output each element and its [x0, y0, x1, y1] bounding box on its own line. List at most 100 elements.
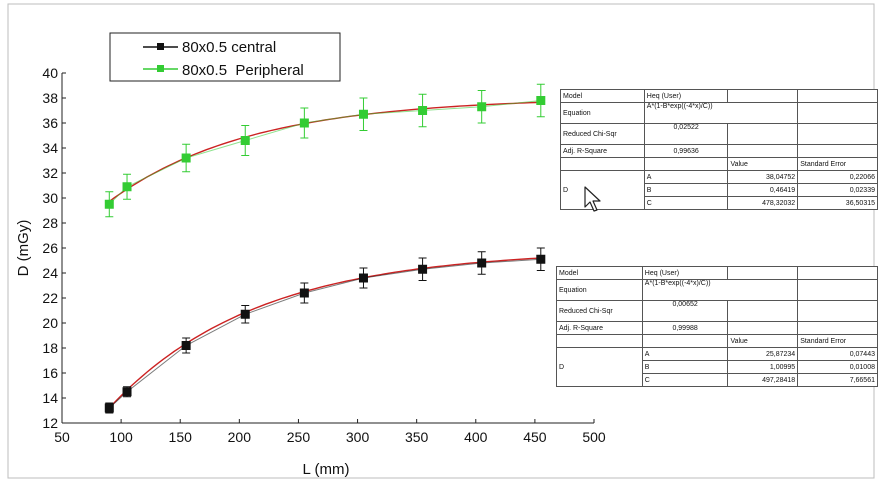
- legend-label-central: 80x0.5 central: [182, 39, 276, 56]
- param-name: A: [643, 170, 729, 184]
- y-tick-label: 34: [42, 140, 58, 156]
- group-label: D: [556, 347, 643, 387]
- r2-value: 0,99636: [643, 144, 729, 158]
- x-tick-label: 300: [346, 429, 370, 445]
- x-tick-label: 250: [287, 429, 311, 445]
- param-value: 478,32032: [727, 196, 799, 210]
- r2-value: 0,99988: [641, 321, 729, 335]
- fit-curve-0: [108, 257, 541, 409]
- param-error: 0,07443: [797, 347, 878, 361]
- data-point: [181, 153, 191, 163]
- value-header: Value: [727, 334, 799, 348]
- param-error: 36,50315: [797, 196, 878, 210]
- x-tick-label: 400: [464, 429, 488, 445]
- fit-table-peripheral: Model Heq (User) Equation A*(1-B*exp((-4…: [560, 89, 878, 210]
- data-marks: [104, 83, 546, 414]
- x-tick-label: 450: [523, 429, 547, 445]
- y-tick-label: 22: [42, 290, 58, 306]
- chi-value: 0,02522: [643, 123, 729, 145]
- data-point: [358, 109, 368, 119]
- y-tick-label: 30: [42, 190, 58, 206]
- model-value: Heq (User): [641, 266, 729, 280]
- y-tick-label: 38: [42, 90, 58, 106]
- model-label: Model: [560, 89, 645, 103]
- data-point: [122, 387, 132, 397]
- param-error: 0,01008: [797, 360, 878, 374]
- param-name: C: [641, 373, 729, 387]
- mouse-cursor-icon: [584, 186, 601, 212]
- series-line-0: [108, 258, 541, 409]
- x-tick-label: 500: [582, 429, 606, 445]
- data-point: [536, 96, 546, 105]
- x-tick-label: 50: [54, 429, 70, 445]
- data-point: [536, 254, 546, 264]
- fit-curves: [108, 100, 541, 409]
- y-tick-label: 28: [42, 215, 58, 231]
- data-point: [418, 264, 428, 274]
- error-header: Standard Error: [797, 334, 878, 348]
- data-point: [181, 341, 191, 350]
- param-name: C: [643, 196, 729, 210]
- equation-value: A*(1-B*exp((-4*x)/C)): [641, 279, 799, 301]
- data-point: [418, 106, 428, 115]
- y-tick-label: 26: [42, 240, 58, 256]
- param-error: 0,22066: [797, 170, 878, 184]
- data-point: [240, 309, 250, 319]
- legend-box: [109, 32, 341, 82]
- y-tick-label: 32: [42, 165, 58, 181]
- param-value: 497,28418: [727, 373, 799, 387]
- x-tick-label: 200: [228, 429, 252, 445]
- y-tick-label: 20: [42, 315, 58, 331]
- model-label: Model: [556, 266, 643, 280]
- equation-label: Equation: [560, 102, 645, 124]
- param-value: 1,00995: [727, 360, 799, 374]
- series-line-1: [108, 100, 541, 205]
- y-tick-label: 16: [42, 365, 58, 381]
- y-tick-label: 12: [42, 415, 58, 431]
- x-tick-label: 100: [109, 429, 133, 445]
- param-name: A: [641, 347, 729, 361]
- frame-border: [7, 3, 875, 479]
- group-label: D: [560, 170, 645, 210]
- legend: 80x0.5 central 80x0.5 Peripheral: [109, 32, 341, 82]
- error-header: Standard Error: [797, 157, 878, 171]
- chi-label: Reduced Chi-Sqr: [556, 300, 643, 322]
- param-value: 0,46419: [727, 183, 799, 197]
- param-value: 38,04752: [727, 170, 799, 184]
- legend-label-peripheral: 80x0.5 Peripheral: [182, 62, 304, 79]
- data-point: [477, 102, 487, 112]
- equation-value: A*(1-B*exp((-4*x)/C)): [643, 102, 799, 124]
- param-error: 7,66561: [797, 373, 878, 387]
- data-point: [299, 118, 309, 128]
- chi-value: 0,00652: [641, 300, 729, 322]
- x-tick-label: 150: [169, 429, 193, 445]
- model-value: Heq (User): [643, 89, 729, 103]
- param-name: B: [641, 360, 729, 374]
- y-tick-label: 18: [42, 340, 58, 356]
- legend-marker-peripheral: [157, 65, 164, 72]
- y-tick-label: 24: [42, 265, 58, 281]
- data-point: [104, 403, 114, 413]
- x-axis-label: L (mm): [303, 461, 350, 478]
- equation-label: Equation: [556, 279, 643, 301]
- axes: 50 100 150 200 250 300 350 400 450 500 12 14 16 18 20 2…: [42, 65, 605, 445]
- y-tick-label: 40: [42, 65, 58, 81]
- y-tick-label: 36: [42, 115, 58, 131]
- data-point: [477, 258, 487, 268]
- y-tick-label: 14: [42, 390, 58, 406]
- fit-curve-1: [108, 101, 541, 202]
- data-point: [240, 136, 250, 145]
- param-name: B: [643, 183, 729, 197]
- x-tick-label: 350: [405, 429, 429, 445]
- data-point: [299, 288, 309, 298]
- value-header: Value: [727, 157, 799, 171]
- chi-label: Reduced Chi-Sqr: [560, 123, 645, 145]
- param-value: 25,87234: [727, 347, 799, 361]
- y-axis-label: D (mGy): [15, 220, 32, 277]
- data-point: [358, 273, 368, 283]
- legend-marker-central: [157, 43, 164, 50]
- r2-label: Adj. R-Square: [556, 321, 643, 335]
- param-error: 0,02339: [797, 183, 878, 197]
- data-point: [104, 199, 114, 209]
